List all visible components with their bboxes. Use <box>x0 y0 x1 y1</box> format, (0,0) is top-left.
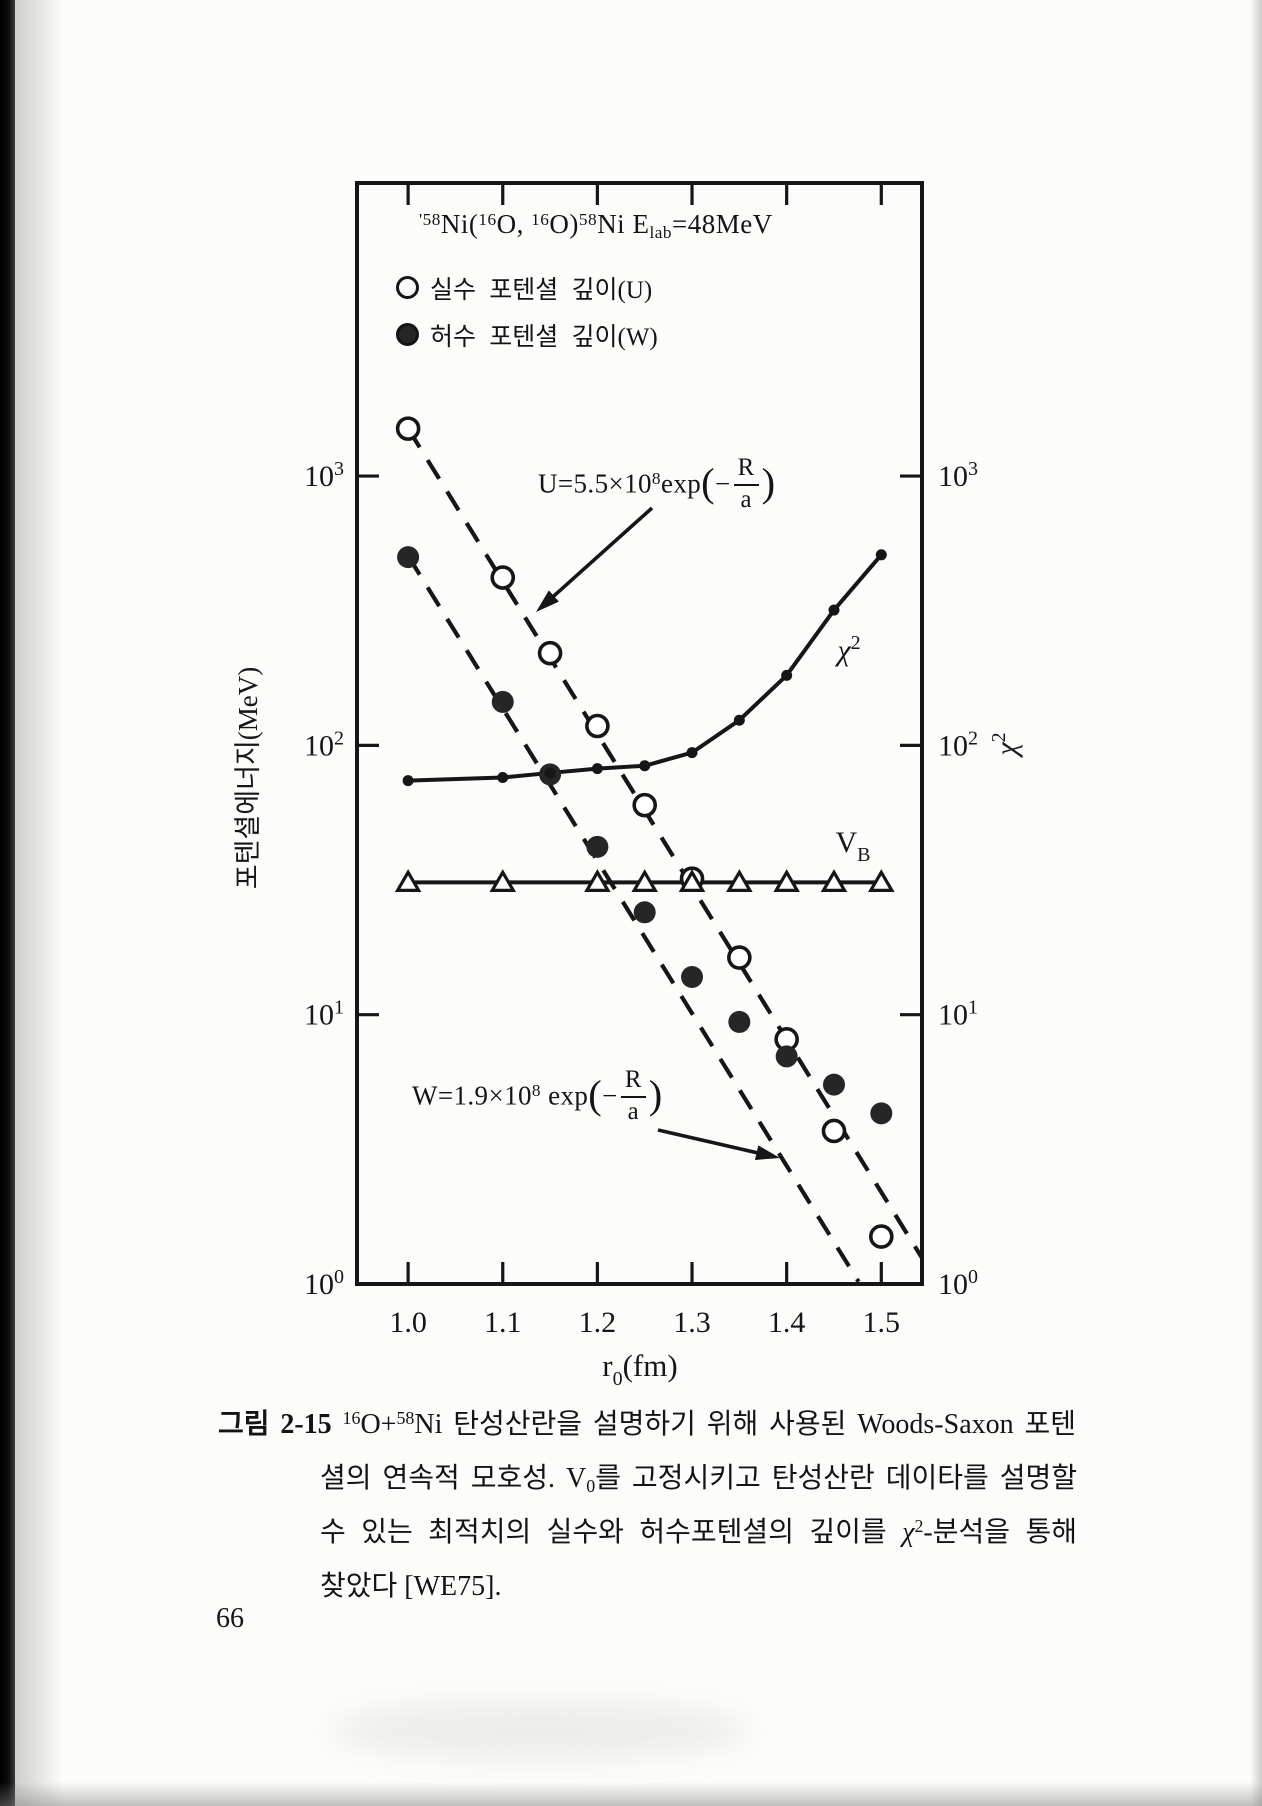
series-VB-point <box>820 869 848 892</box>
fit-line-W-fit <box>406 554 861 1283</box>
y-tick-label-left: 100 <box>304 1266 344 1301</box>
series-U-point <box>585 713 610 739</box>
caption-line-3: 수 있는 최적치의 실수와 허수포텐셜의 깊이를 χ2-분석을 통해 <box>320 1516 1077 1548</box>
scan-edge-bottom <box>0 1782 1262 1806</box>
series-chi2-point <box>591 763 603 775</box>
x-tick-label: 1.2 <box>579 1306 617 1339</box>
y-axis-title-left: 포텐셜에너지(MeV) <box>233 667 263 890</box>
legend-item-real-U: 실수 포텐셜 깊이(U) <box>396 264 658 311</box>
x-tick-label: 1.5 <box>863 1306 901 1339</box>
series-chi2-point <box>686 747 698 759</box>
y-tick-label-left: 103 <box>304 458 344 493</box>
y-tick-label-right: 100 <box>938 1266 978 1301</box>
series-VB-point <box>631 869 658 892</box>
caption-line-2: 셜의 연속적 모호성. V0를 고정시키고 탄성산란 데이타를 설명할 <box>320 1463 1078 1497</box>
series-chi2-point <box>639 760 651 772</box>
open-circle-icon <box>396 276 419 299</box>
u-formula-arrow <box>542 506 654 607</box>
series-chi2-point <box>781 669 793 681</box>
y-tick-label-right: 101 <box>938 997 978 1032</box>
vb-curve-label: VB <box>835 826 870 866</box>
figure-legend: 실수 포텐셜 깊이(U) 허수 포텐셜 깊이(W) <box>396 264 658 358</box>
series-W-point <box>633 901 656 924</box>
u-formula-arrow-head <box>536 590 559 612</box>
series-VB-point <box>868 869 895 892</box>
fit-line-U-fit <box>406 427 924 1260</box>
series-chi2-point <box>544 767 556 779</box>
x-axis-title: r0(fm) <box>602 1348 677 1390</box>
series-U-point <box>821 1118 847 1144</box>
chi2-curve-label: χ2 <box>834 632 860 667</box>
y-tick-label-right: 102 <box>938 727 978 762</box>
series-U-point <box>727 945 752 970</box>
series-U-point <box>537 640 563 666</box>
y-tick-label-left: 102 <box>304 727 344 762</box>
series-U-point <box>869 1224 894 1249</box>
series-chi2-point <box>497 771 509 783</box>
series-chi2-point <box>733 714 745 726</box>
series-W-point <box>728 1010 751 1033</box>
series-VB-point <box>394 869 422 892</box>
series-chi2-point <box>875 549 887 561</box>
figure-caption: 그림 2-15 16O+58Ni 탄성산란을 설명하기 위해 사용된 Woods… <box>0 1399 1262 1612</box>
series-VB-point <box>773 869 800 892</box>
series-line-chi2 <box>408 553 883 783</box>
series-W-point <box>870 1102 893 1125</box>
series-U-point <box>490 565 516 590</box>
series-U-point <box>395 416 421 441</box>
w-formula-arrow-head <box>754 1145 780 1160</box>
page-number: 66 <box>216 1603 244 1634</box>
legend-label: 실수 포텐셜 깊이(U) <box>430 276 653 304</box>
x-tick-label: 1.4 <box>768 1306 806 1339</box>
series-W-point <box>397 546 420 569</box>
x-tick-label: 1.3 <box>673 1306 711 1339</box>
w-formula-arrow <box>657 1128 771 1158</box>
plot-border <box>355 181 924 1286</box>
caption-line-4: 찾았다 [WE75]. <box>320 1571 502 1602</box>
series-VB-point <box>678 869 706 892</box>
series-W-point <box>775 1045 798 1068</box>
series-chi2-point <box>828 604 840 616</box>
scan-edge-right <box>1250 0 1262 1806</box>
series-VB-point <box>584 869 611 892</box>
series-W-point <box>491 690 514 713</box>
series-chi2-point <box>402 775 414 787</box>
y-axis-title-right: χ2 <box>988 732 1023 758</box>
series-W-point <box>822 1073 845 1096</box>
figure-title: '58Ni(16O, 16O)58Ni Elab=48MeV <box>419 209 773 242</box>
scan-edge-left-shadow <box>15 0 63 1806</box>
x-tick-label: 1.1 <box>484 1306 522 1339</box>
series-W-point <box>681 966 704 989</box>
legend-label: 허수 포텐셜 깊이(W) <box>430 323 658 351</box>
series-U-point <box>632 792 658 818</box>
filled-circle-icon <box>396 323 419 346</box>
scan-smudge <box>330 1700 750 1760</box>
series-W-point <box>586 835 609 858</box>
y-tick-label-left: 101 <box>304 997 344 1032</box>
x-tick-label: 1.0 <box>389 1306 427 1339</box>
series-VB-point <box>489 869 517 892</box>
y-tick-label-right: 103 <box>938 458 978 493</box>
series-VB-point <box>726 869 753 892</box>
scan-edge-left <box>0 0 15 1806</box>
caption-line-1: 그림 2-15 16O+58Ni 탄성산란을 설명하기 위해 사용된 Woods… <box>218 1408 1076 1440</box>
legend-item-imag-W: 허수 포텐셜 깊이(W) <box>396 311 658 358</box>
